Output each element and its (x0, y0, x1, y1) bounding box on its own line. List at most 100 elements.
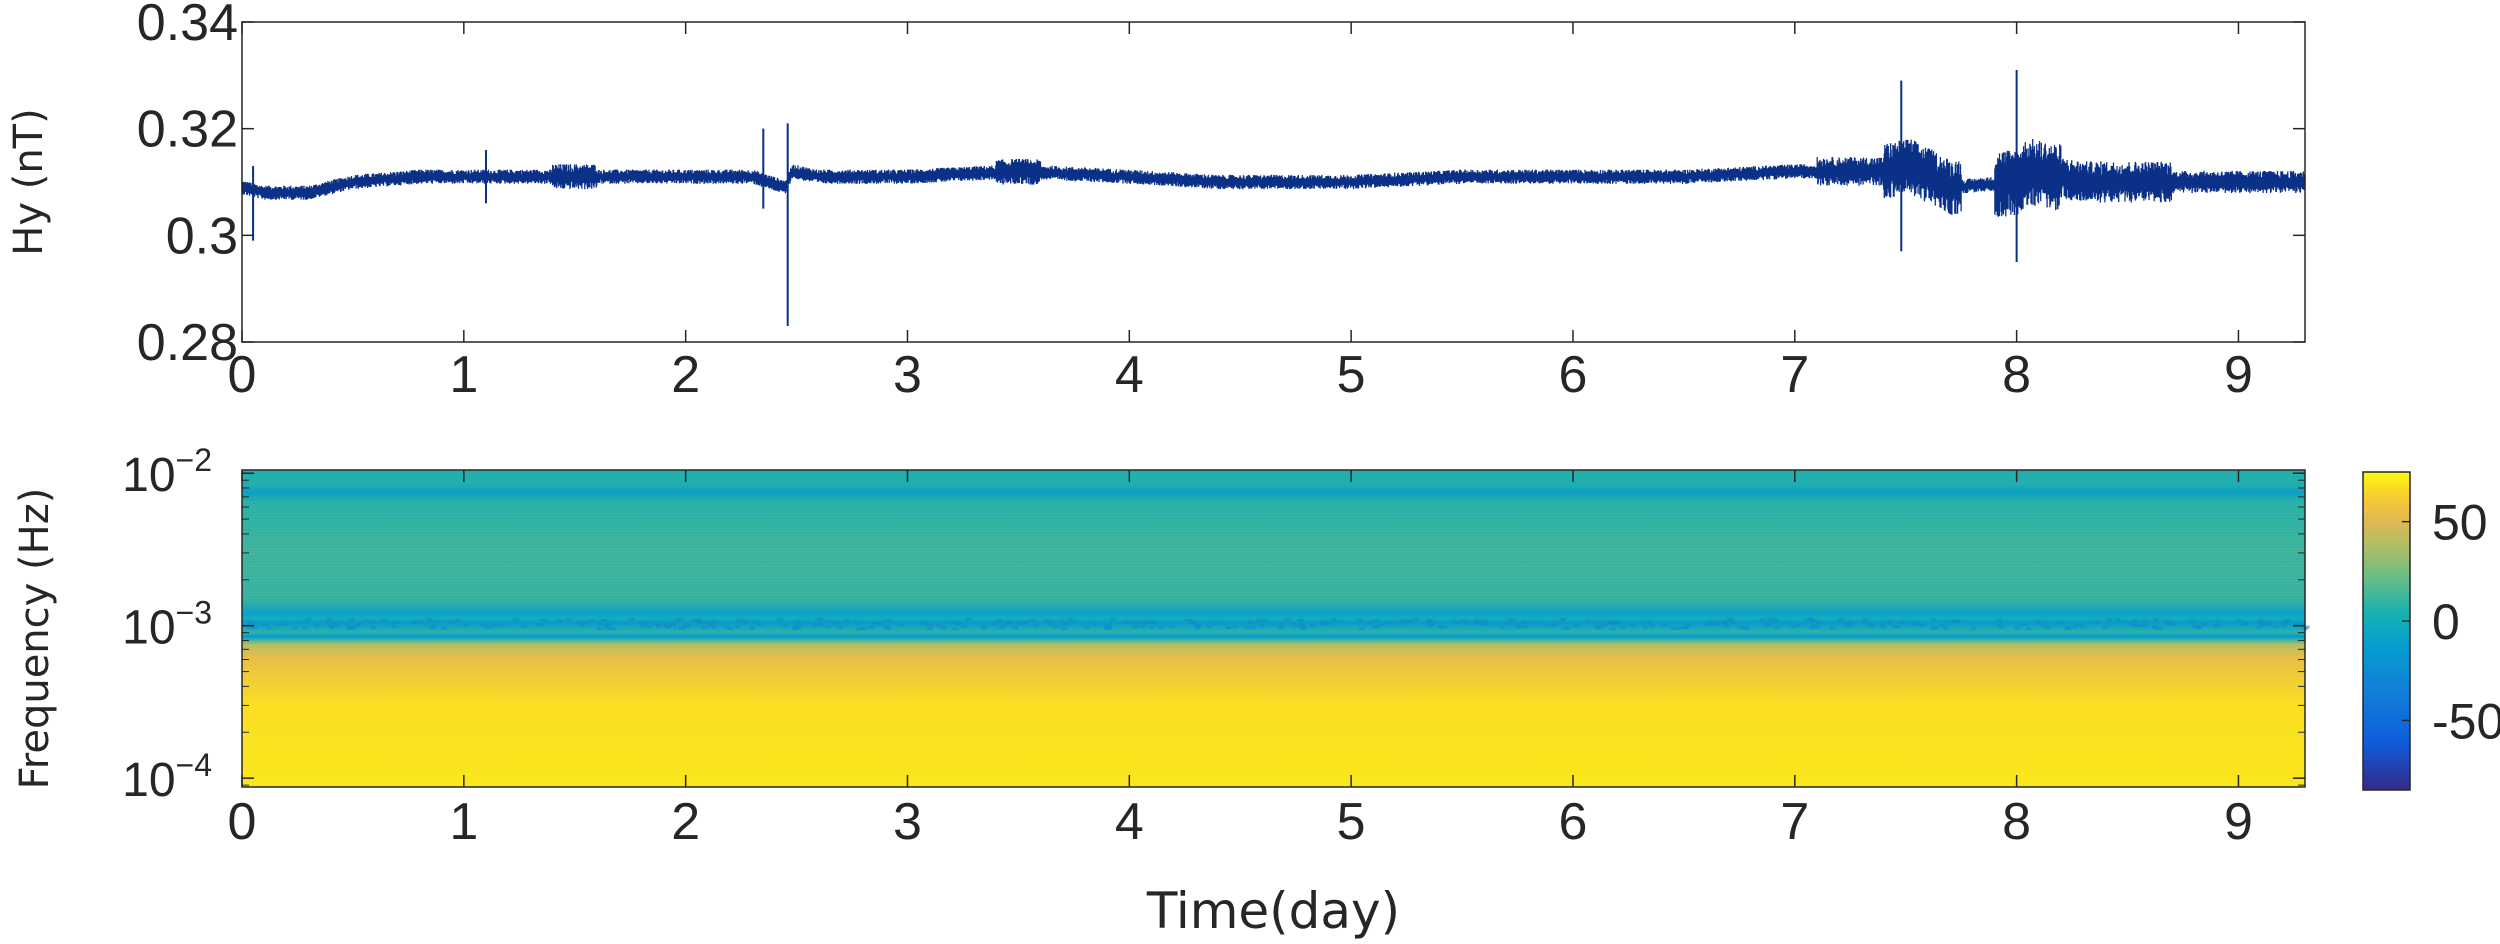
spectrogram-speckle (1168, 624, 1175, 628)
spectrogram-speckle (1258, 624, 1265, 628)
spectrogram-speckle (1742, 627, 1749, 631)
spectrogram-speckle (1550, 624, 1557, 628)
spectrogram-speckle (952, 627, 959, 631)
spectrogram-speckle (2072, 625, 2079, 629)
spectrogram-speckle (1773, 625, 1780, 629)
spectrogram-speckle (1772, 618, 1779, 622)
spectrogram-speckle (651, 621, 658, 625)
hy-x-tick-label: 5 (1337, 346, 1366, 404)
spectrogram-speckle (1148, 625, 1155, 629)
spectrogram-speckle (603, 624, 610, 628)
spectrogram-speckle (441, 626, 448, 630)
spectrogram-speckle (1016, 622, 1023, 626)
spectrogram-speckle (1211, 621, 1218, 625)
spectrogram-texture (242, 470, 2310, 631)
spectrogram-speckle (743, 621, 750, 625)
spectrogram-speckle (639, 624, 646, 628)
spectrogram-speckle (1970, 627, 1977, 631)
spectrogram-speckle (2129, 622, 2136, 626)
spectrogram-speckle (301, 626, 308, 630)
spectrogram-speckle (606, 622, 613, 626)
spectrogram-speckle (2265, 622, 2272, 626)
spectrogram-speckle (1091, 622, 1098, 626)
spectrogram-speckle (1520, 622, 1527, 626)
spectrogram-speckle (1133, 621, 1140, 625)
spectrogram-speckle (1930, 618, 1937, 622)
hy-x-tick-label: 0 (228, 346, 257, 404)
spectrogram-speckle (448, 620, 455, 624)
spectrogram-speckle (2138, 624, 2145, 628)
spectrogram-speckle (1299, 625, 1306, 629)
spectrogram-speckle (756, 623, 763, 627)
spectrogram-speckle (275, 622, 282, 626)
hy-y-tick-label: 0.3 (166, 207, 238, 265)
spectrogram-speckle (1532, 622, 1539, 626)
spectrogram-speckle (834, 621, 841, 625)
spectrogram-speckle (1602, 623, 1609, 627)
spectrogram-speckle (1513, 625, 1520, 629)
spectrogram-speckle (1726, 617, 1733, 621)
spectrogram-speckle (1759, 618, 1766, 622)
spec-x-tick-label: 0 (228, 793, 257, 851)
spectrogram-speckle (411, 620, 418, 624)
spectrogram-speckle (1412, 617, 1419, 621)
hy-x-tick-label: 6 (1559, 346, 1588, 404)
spectrogram-speckle (1030, 618, 1037, 622)
spectrogram-speckle (1708, 620, 1715, 624)
spectrogram-speckle (1787, 621, 1794, 625)
spectrogram-speckle (2265, 620, 2272, 624)
spectrogram-speckle (664, 625, 671, 629)
spectrogram-speckle (1886, 621, 1893, 625)
spectrogram-speckle (325, 621, 332, 625)
spectrogram-speckle (1053, 625, 1060, 629)
spectrogram-speckle (818, 617, 825, 621)
spectrogram-speckle (782, 624, 789, 628)
spectrogram-speckle (2102, 626, 2109, 630)
spectrogram-speckle (691, 618, 698, 622)
spectrogram-speckle (1358, 627, 1365, 631)
spectrogram-speckle (2021, 623, 2028, 627)
spectrogram-speckle (678, 626, 685, 630)
spectrogram-speckle (794, 626, 801, 630)
spectrogram-speckle (434, 620, 441, 624)
spectrogram-speckle (1913, 623, 1920, 627)
hy-x-tick-label: 7 (1780, 346, 1809, 404)
spectrogram-speckle (1483, 622, 1490, 626)
spectrogram-speckle (291, 626, 298, 630)
spectrogram-speckle (1662, 623, 1669, 627)
spectrogram-speckle (2213, 624, 2220, 628)
spectrogram-speckle (1675, 626, 1682, 630)
spectrogram-speckle (1481, 619, 1488, 623)
spectrogram-speckle (927, 623, 934, 627)
spectrogram-speckle (299, 621, 306, 625)
hy-ticks: 0 1 2 3 4 5 6 7 8 9 0.28 0.3 0.32 0.34 (137, 0, 2305, 404)
spec-y-tick-label: 10−2 (122, 442, 212, 502)
spectrogram-speckle (2106, 618, 2113, 622)
spectrogram-speckle (601, 618, 608, 622)
spectrogram-speckle (391, 625, 398, 629)
hy-y-axis-label: Hy (nT) (6, 108, 52, 255)
spectrogram-speckle (935, 624, 942, 628)
spectrogram-speckle (1033, 624, 1040, 628)
spectrogram-speckle (1067, 617, 1074, 621)
spectrogram-speckle (1815, 625, 1822, 629)
spectrogram-speckle (1132, 625, 1139, 629)
hy-x-tick-label: 3 (893, 346, 922, 404)
spectrogram-speckle (248, 621, 255, 625)
spectrogram-speckle (860, 627, 867, 631)
spectrogram-speckle (927, 627, 934, 631)
spectrogram-speckle (836, 625, 843, 629)
spectrogram-speckle (1110, 617, 1117, 621)
spectrogram-speckle (1062, 623, 1069, 627)
spectrogram-speckle (1892, 624, 1899, 628)
spectrogram-speckle (1714, 622, 1721, 626)
hy-x-tick-label: 1 (449, 346, 478, 404)
spectrogram-speckle (1383, 621, 1390, 625)
spectrogram-speckle (1371, 624, 1378, 628)
spectrogram-speckle (537, 623, 544, 627)
spectrogram-speckle (1766, 622, 1773, 626)
colorbar-tick-label: 50 (2432, 495, 2488, 551)
spectrogram-speckle (2201, 623, 2208, 627)
time-axis-label: Time(day) (1146, 882, 1400, 940)
